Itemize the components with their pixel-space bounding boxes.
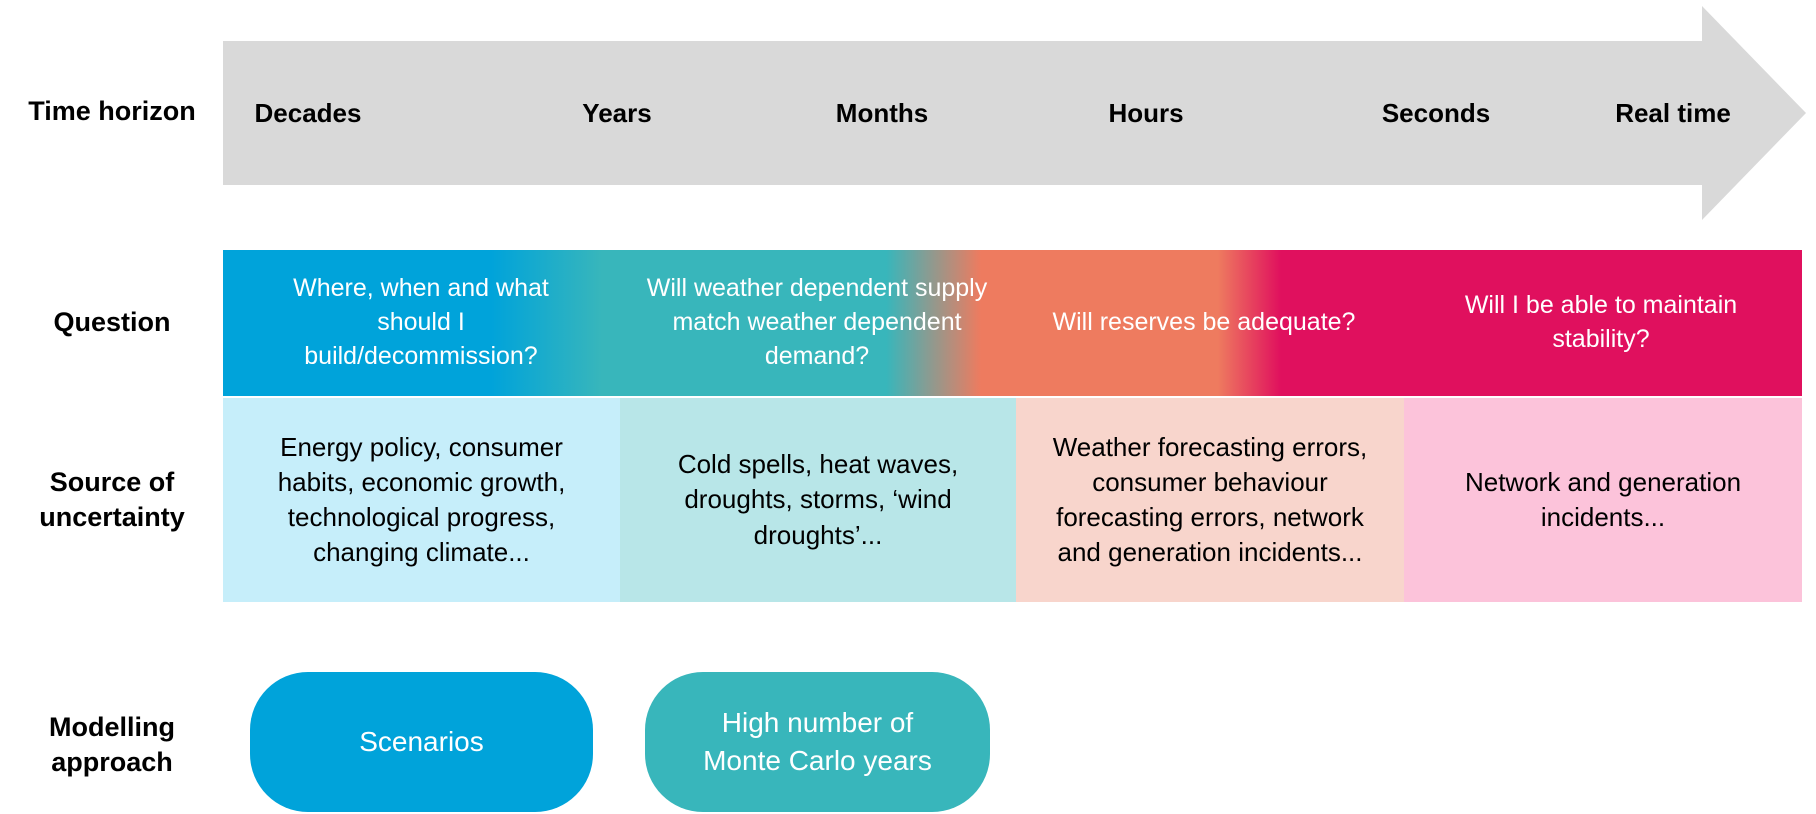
uncertainty-box	[223, 398, 620, 602]
uncertainty-text: Network and generation incidents...	[1464, 466, 1742, 532]
row-label: Modelling approach	[49, 711, 175, 777]
time-label: Real time	[1615, 97, 1731, 128]
time-arrow	[223, 6, 1806, 220]
row-label: Time horizon	[28, 96, 196, 127]
time-label: Years	[582, 97, 652, 128]
time-label: Decades	[254, 97, 362, 128]
uncertainty-text: Cold spells, heat waves, droughts, storm…	[677, 449, 959, 550]
question-text: Where, when and what should I build/deco…	[293, 274, 549, 370]
approach-pill: High number of Monte Carlo years	[645, 672, 990, 812]
question-text: Will I be able to maintain stability?	[1464, 291, 1738, 353]
question-text: Will weather dependent supply match weat…	[646, 274, 988, 370]
time-label: Months	[835, 97, 929, 128]
approach-pill: Scenarios	[250, 672, 593, 812]
time-label: Seconds	[1381, 97, 1491, 128]
uncertainty-text: Energy policy, consumer habits, economic…	[277, 431, 566, 568]
row-label: Question	[53, 307, 171, 338]
uncertainty-box	[1016, 398, 1404, 602]
uncertainty-box	[620, 398, 1016, 602]
time-label: Hours	[1108, 97, 1184, 128]
uncertainty-text: Weather forecasting errors, consumer beh…	[1052, 431, 1368, 568]
uncertainty-box	[1404, 398, 1802, 602]
row-label: Source of uncertainty	[39, 466, 185, 532]
question-text: Will reserves be adequate?	[1052, 308, 1356, 337]
question-band	[223, 250, 1802, 396]
